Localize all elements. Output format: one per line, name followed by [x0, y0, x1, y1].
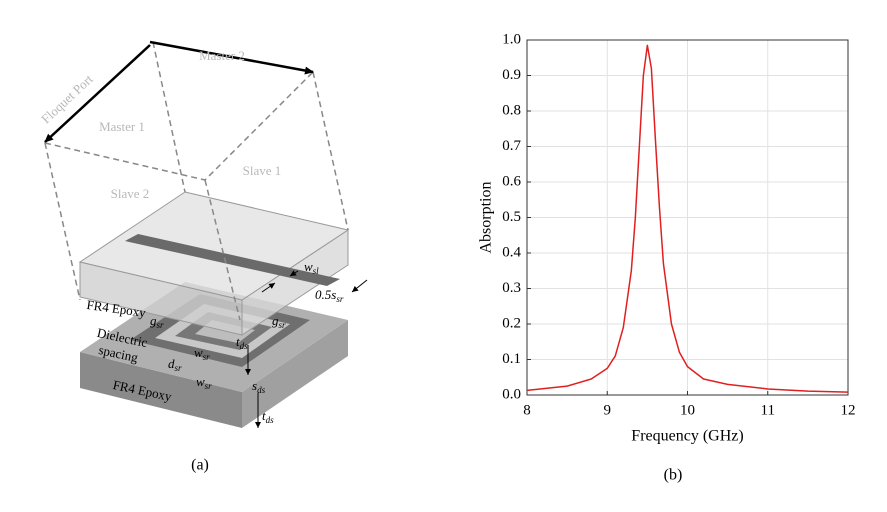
caption: (b) [664, 467, 683, 484]
strip [125, 234, 340, 286]
dimension-symbol: t [262, 408, 266, 423]
y-tick-label: 0.1 [502, 351, 521, 367]
dimension-label: wsl [304, 259, 319, 276]
dimension-subscript: sr [157, 320, 165, 330]
y-axis-label: Absorption [478, 182, 495, 254]
dimension-symbol: t [236, 334, 240, 349]
box-edge [44, 142, 81, 301]
dimension-subscript: sr [336, 294, 344, 304]
dimension-symbol: w [194, 345, 203, 360]
dim-arrow [261, 282, 276, 293]
dimension-label: wsr [196, 374, 212, 391]
y-tick-label: 0.0 [502, 386, 521, 402]
dimension-label: tds [262, 408, 274, 425]
port-arrow [44, 44, 151, 143]
box-edge [312, 71, 349, 231]
dimension-label: dsr [168, 356, 182, 373]
dimension-label: gsr [272, 313, 286, 330]
caption: (a) [191, 457, 209, 474]
dimension-label: sds [252, 378, 266, 395]
dimension-label: tds [236, 334, 248, 351]
dimension-subscript: sl [313, 266, 320, 276]
box-edge [204, 179, 241, 321]
y-tick-label: 0.2 [502, 315, 521, 331]
wall-label: Master 1 [99, 119, 145, 134]
y-tick-label: 0.7 [502, 138, 521, 154]
wall-label: Slave 1 [243, 163, 282, 178]
dimension-subscript: ds [240, 341, 249, 351]
x-axis-label: Frequency (GHz) [631, 428, 743, 445]
dimension-label: wsr [194, 345, 210, 362]
dimension-subscript: sr [205, 381, 213, 391]
plot-frame [526, 39, 849, 396]
absorption-line [526, 44, 849, 393]
slab-side [80, 352, 242, 428]
dimension-subscript: sr [175, 363, 183, 373]
dimension-subscript: ds [257, 385, 266, 395]
y-tick-label: 0.9 [502, 67, 521, 83]
x-tick-label: 9 [604, 402, 612, 418]
dimension-symbol: d [168, 356, 175, 371]
x-tick-label: 10 [680, 402, 695, 418]
x-tick-label: 8 [523, 402, 531, 418]
x-tick-label: 11 [761, 402, 775, 418]
box-edge [152, 41, 186, 193]
dim-arrow [351, 279, 368, 293]
wall-label: Master 2 [199, 48, 245, 63]
dimension-subscript: sr [203, 352, 211, 362]
y-tick-label: 0.6 [502, 173, 521, 189]
dimension-symbol: g [272, 313, 279, 328]
port-arrow [149, 40, 314, 75]
dimension-symbol: g [150, 313, 157, 328]
dimension-symbol: w [304, 259, 313, 274]
y-tick-label: 0.3 [502, 280, 521, 296]
y-tick-label: 0.4 [502, 244, 521, 260]
dimension-symbol: w [196, 374, 205, 389]
x-tick-label: 12 [841, 402, 856, 418]
dimension-label: gsr [150, 313, 164, 330]
diagram: Floquet Port Master 1 Master 2 Slave 1 S… [38, 40, 368, 474]
port-label: Floquet Port [38, 71, 96, 126]
dimension-subscript: ds [266, 415, 275, 425]
plot: (b) 0.0 0.1 0.2 0.3 0.4 0.5 0.6 0.7 0.8 0.9 1.0 8 9 1… [478, 31, 856, 483]
y-tick-label: 0.8 [502, 102, 521, 118]
wall-label: Slave 2 [111, 186, 150, 201]
slab-side [242, 320, 348, 428]
dimension-symbol: 0.5s [315, 287, 336, 302]
dimension-subscript: sr [279, 320, 287, 330]
y-tick-label: 0.5 [502, 209, 521, 225]
y-tick-label: 1.0 [502, 31, 521, 47]
dim-arrow [289, 270, 299, 277]
dimension-symbol: s [252, 378, 257, 393]
dimension-label: 0.5ssr [315, 287, 344, 304]
